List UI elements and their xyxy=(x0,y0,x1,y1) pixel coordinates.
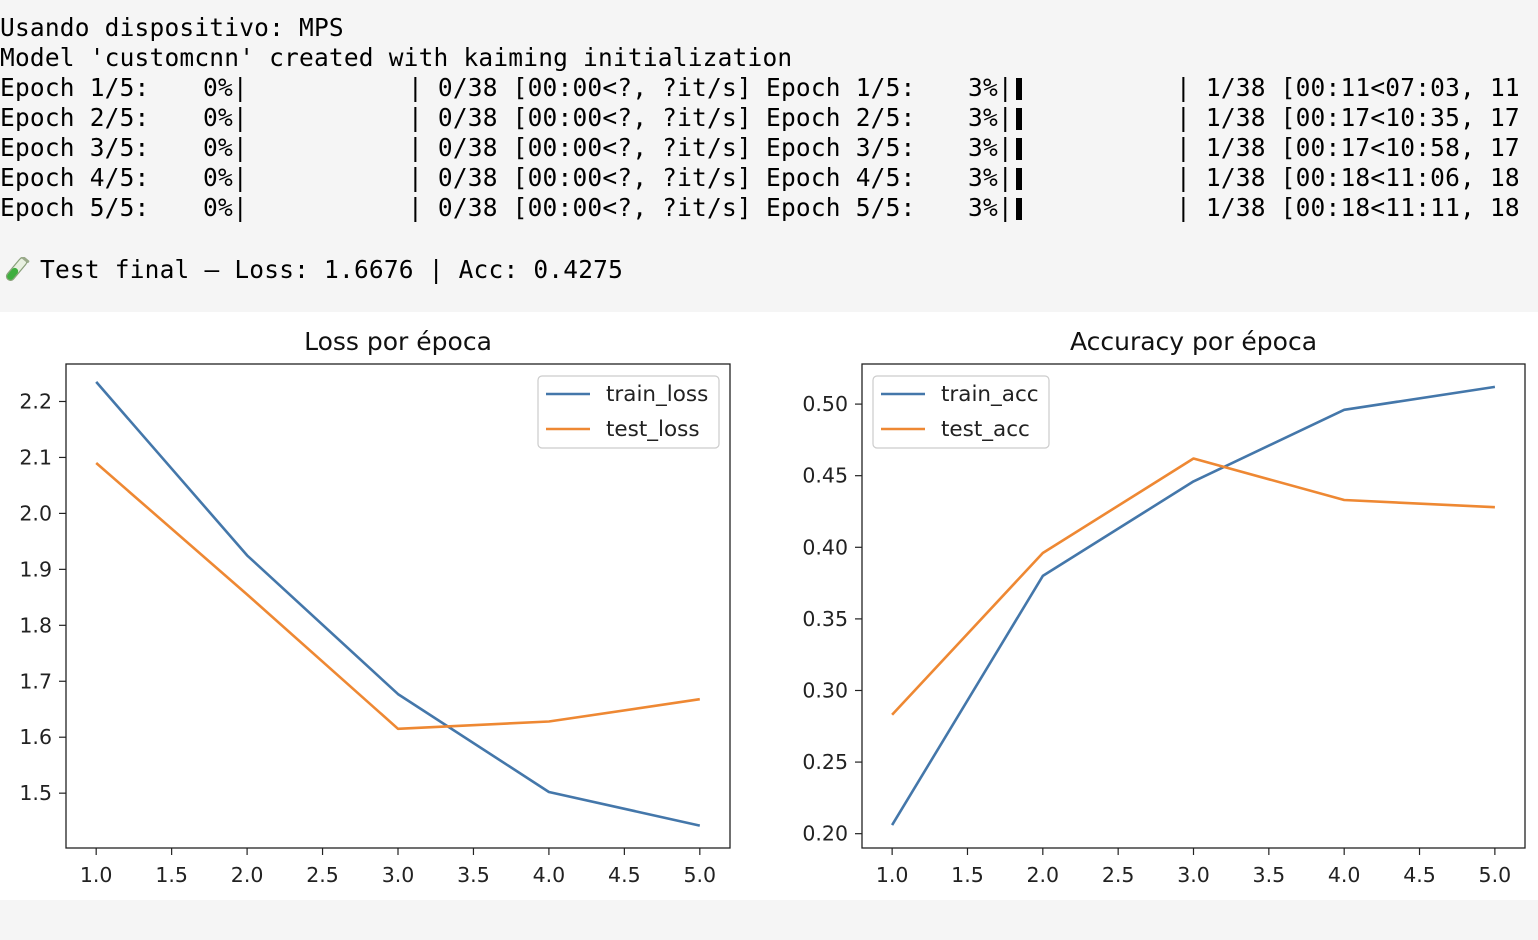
series-line-test_acc xyxy=(891,457,1495,716)
x-tick-label: 1.0 xyxy=(80,863,113,887)
y-tick-label: 0.40 xyxy=(802,535,848,559)
series-line-test_loss xyxy=(95,462,700,731)
progress-count: | 0/38 [00:00<?, ?it/s] xyxy=(408,193,752,222)
progress-count: | 0/38 [00:00<?, ?it/s] xyxy=(408,103,752,132)
progress-label: Epoch 2/5: xyxy=(766,103,916,132)
x-tick-label: 4.0 xyxy=(1328,863,1361,887)
progress-percent: 3%| xyxy=(968,193,1013,222)
x-tick-label: 3.0 xyxy=(382,863,415,887)
progress-count: | 1/38 [00:18<11:11, 18 xyxy=(1176,193,1520,222)
x-tick-label: 2.0 xyxy=(231,863,264,887)
x-tick-label: 1.5 xyxy=(951,863,984,887)
progress-bar-fill xyxy=(1016,108,1022,130)
x-tick-label: 5.0 xyxy=(1479,863,1512,887)
y-tick-label: 0.50 xyxy=(802,392,848,416)
progress-percent: 3%| xyxy=(968,73,1013,102)
progress-percent: 0%| xyxy=(203,103,248,132)
model-line: Model 'customcnn' created with kaiming i… xyxy=(0,43,793,72)
progress-label: Epoch 1/5: xyxy=(766,73,916,102)
y-tick-label: 2.0 xyxy=(19,501,52,525)
progress-percent: 3%| xyxy=(968,103,1013,132)
legend-label: test_acc xyxy=(941,417,1030,442)
x-tick-label: 4.5 xyxy=(608,863,641,887)
progress-bar-fill xyxy=(1016,138,1022,160)
x-tick-label: 4.0 xyxy=(533,863,566,887)
charts-figure: Loss por época 1.0 1.5 2.0 2.5 3.0 3.5 4.0 4.5 5.… xyxy=(19,327,1526,887)
y-tick-label: 1.5 xyxy=(19,781,52,805)
progress-count: | 1/38 [00:11<07:03, 11 xyxy=(1176,73,1520,102)
progress-count: | 0/38 [00:00<?, ?it/s] xyxy=(408,73,752,102)
chart-loss: Loss por época 1.0 1.5 2.0 2.5 3.0 3.5 4.0 4.5 5.… xyxy=(19,327,731,887)
y-tick-label: 1.7 xyxy=(19,669,52,693)
chart-accuracy: Accuracy por época 1.0 1.5 2.0 2.5 3.0 3.5 4.0 4… xyxy=(802,327,1526,887)
x-tick-label: 1.5 xyxy=(155,863,188,887)
progress-row: Epoch 2/5: 0%| | 0/38 [00:00<?, ?it/s] E… xyxy=(0,103,1538,133)
progress-label: Epoch 4/5: xyxy=(0,163,150,192)
progress-bar-fill xyxy=(1016,198,1022,220)
chart-title: Loss por época xyxy=(304,327,492,356)
progress-percent: 3%| xyxy=(968,163,1013,192)
progress-count: | 1/38 [00:17<10:35, 17 xyxy=(1176,103,1520,132)
progress-count: | 0/38 [00:00<?, ?it/s] xyxy=(408,133,752,162)
notebook-output: Usando dispositivo: MPS Model 'customcnn… xyxy=(0,0,1538,294)
progress-label: Epoch 2/5: xyxy=(0,103,150,132)
legend-label: test_loss xyxy=(606,417,700,442)
chart-title: Accuracy por época xyxy=(1070,327,1317,356)
progress-percent: 0%| xyxy=(203,133,248,162)
progress-bar-fill xyxy=(1016,78,1022,100)
x-tick-label: 3.5 xyxy=(457,863,490,887)
x-tick-label: 5.0 xyxy=(684,863,717,887)
x-tick-label: 2.0 xyxy=(1027,863,1060,887)
x-tick-label: 2.5 xyxy=(1102,863,1135,887)
progress-bar-fill xyxy=(1016,168,1022,190)
progress-count: | 0/38 [00:00<?, ?it/s] xyxy=(408,163,752,192)
y-tick-label: 0.20 xyxy=(802,822,848,846)
y-tick-label: 0.30 xyxy=(802,678,848,702)
y-tick-label: 2.1 xyxy=(19,445,52,469)
x-tick-label: 2.5 xyxy=(306,863,339,887)
x-tick-label: 4.5 xyxy=(1403,863,1436,887)
progress-row: Epoch 1/5: 0%| | 0/38 [00:00<?, ?it/s] E… xyxy=(0,73,1538,103)
y-tick-label: 1.8 xyxy=(19,613,52,637)
progress-label: Epoch 3/5: xyxy=(0,133,150,162)
device-line: Usando dispositivo: MPS xyxy=(0,13,344,42)
series-line-train_acc xyxy=(890,385,1496,826)
progress-label: Epoch 3/5: xyxy=(766,133,916,162)
progress-percent: 0%| xyxy=(203,73,248,102)
y-tick-label: 2.2 xyxy=(19,389,52,413)
series-line-train_loss xyxy=(95,381,701,827)
x-tick-label: 1.0 xyxy=(876,863,909,887)
progress-percent: 3%| xyxy=(968,133,1013,162)
y-tick-label: 1.6 xyxy=(19,725,52,749)
y-tick-label: 0.25 xyxy=(802,750,848,774)
progress-label: Epoch 5/5: xyxy=(766,193,916,222)
progress-count: | 1/38 [00:17<10:58, 17 xyxy=(1176,133,1520,162)
y-tick-label: 0.45 xyxy=(802,464,848,488)
progress-row: Epoch 3/5: 0%| | 0/38 [00:00<?, ?it/s] E… xyxy=(0,133,1538,163)
plot-output: Loss por época 1.0 1.5 2.0 2.5 3.0 3.5 4.0 4.5 5.… xyxy=(0,312,1538,900)
test-tube-icon xyxy=(5,257,30,281)
legend-label: train_acc xyxy=(941,382,1039,407)
progress-label: Epoch 1/5: xyxy=(0,73,150,102)
test-result-text: Test final — Loss: 1.6676 | Acc: 0.4275 xyxy=(40,255,624,284)
progress-count: | 1/38 [00:18<11:06, 18 xyxy=(1176,163,1520,192)
x-tick-label: 3.5 xyxy=(1253,863,1286,887)
x-tick-label: 3.0 xyxy=(1177,863,1210,887)
legend-label: train_loss xyxy=(606,382,708,407)
progress-row: Epoch 5/5: 0%| | 0/38 [00:00<?, ?it/s] E… xyxy=(0,193,1538,223)
test-result-row: Test final — Loss: 1.6676 | Acc: 0.4275 xyxy=(0,255,900,287)
progress-label: Epoch 4/5: xyxy=(766,163,916,192)
progress-percent: 0%| xyxy=(203,193,248,222)
progress-percent: 0%| xyxy=(203,163,248,192)
y-tick-label: 1.9 xyxy=(19,557,52,581)
progress-label: Epoch 5/5: xyxy=(0,193,150,222)
progress-row: Epoch 4/5: 0%| | 0/38 [00:00<?, ?it/s] E… xyxy=(0,163,1538,193)
y-tick-label: 0.35 xyxy=(802,607,848,631)
